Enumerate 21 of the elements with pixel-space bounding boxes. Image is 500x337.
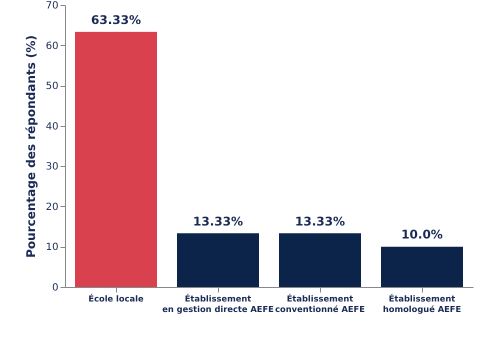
x-tick-label: Établissement conventionné AEFE bbox=[275, 294, 366, 314]
bar bbox=[279, 233, 361, 287]
bar bbox=[75, 32, 157, 287]
data-label: 13.33% bbox=[193, 214, 243, 228]
data-label: 10.0% bbox=[401, 228, 443, 242]
data-label: 63.33% bbox=[91, 12, 141, 27]
x-tick-label: École locale bbox=[88, 294, 144, 304]
y-tick-label: 20 bbox=[46, 202, 58, 213]
y-tick-label: 50 bbox=[46, 81, 58, 92]
y-axis-title: Pourcentage des répondants (%) bbox=[24, 35, 38, 258]
bar bbox=[177, 233, 259, 287]
x-tick-label: Établissement en gestion directe AEFE bbox=[162, 294, 274, 314]
data-label: 13.33% bbox=[295, 214, 345, 228]
y-tick-label: 0 bbox=[52, 282, 58, 294]
bar bbox=[381, 246, 463, 287]
y-tick-label: 70 bbox=[46, 0, 58, 12]
y-tick-label: 60 bbox=[46, 40, 58, 52]
x-tick-label: Établissement homologué AEFE bbox=[382, 294, 462, 314]
y-tick-label: 30 bbox=[46, 162, 58, 173]
y-tick-label: 10 bbox=[46, 242, 58, 254]
y-tick-label: 40 bbox=[46, 121, 58, 132]
